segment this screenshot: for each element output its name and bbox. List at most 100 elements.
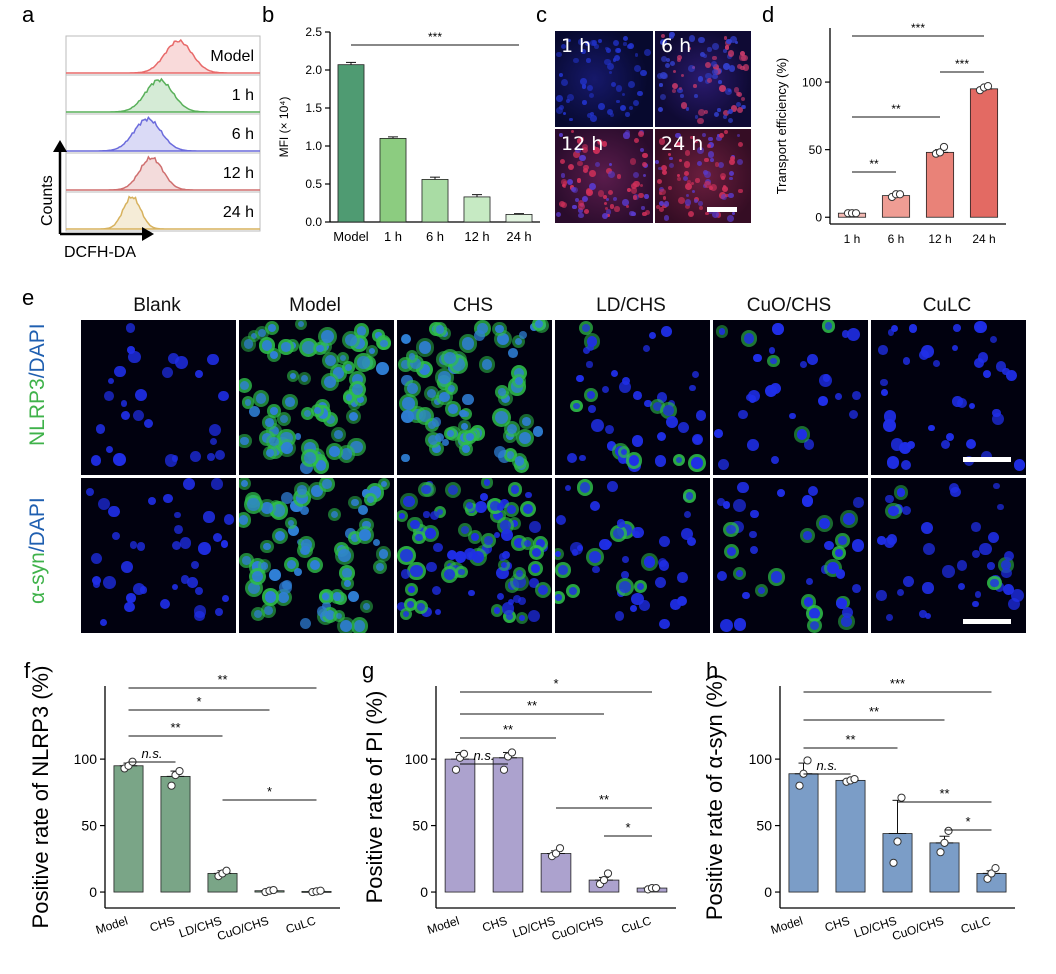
cell-nucleus [660,55,667,62]
dapi-nucleus [965,438,976,449]
dapi-nucleus [350,400,358,408]
dapi-nucleus [878,345,888,355]
dapi-nucleus [443,351,457,365]
dapi-nucleus [190,560,200,570]
dapi-nucleus [421,484,431,495]
dapi-nucleus [903,576,915,588]
cell-nucleus [561,79,569,87]
dapi-nucleus [429,510,440,521]
dapi-nucleus [897,588,904,596]
cell-nucleus [566,179,574,186]
cell-nucleus [684,199,692,206]
group-label-cuo-chs: CuO/CHS [746,295,832,316]
dapi-nucleus [286,559,296,569]
histogram-axes-arrows: Counts DCFH-DA [39,140,154,261]
dapi-nucleus [468,589,475,597]
cell-nucleus [678,158,683,163]
data-point [803,756,812,765]
histogram-sample-label: 12 h [223,165,254,182]
y-axis-label: Positive rate of NLRP3 (%) [28,666,53,929]
dapi-nucleus [248,405,261,418]
dapi-nucleus [656,392,668,403]
dapi-nucleus [408,353,416,361]
dapi-nucleus [1001,560,1012,570]
cell-nucleus [655,205,660,210]
dapi-nucleus [198,542,211,555]
y-tick-label: 2.5 [305,25,322,39]
dapi-nucleus [95,423,106,434]
significance-label: * [267,784,272,799]
confocal-image-nlrp3-blank [81,320,236,475]
dapi-nucleus [333,367,345,379]
cell-nucleus [705,62,712,68]
y-tick-label: 0.5 [305,177,322,191]
dapi-nucleus [348,411,359,422]
dapi-nucleus [770,455,780,465]
cell-nucleus [685,183,693,191]
cell-nucleus [729,177,733,181]
dapi-nucleus [974,320,987,334]
dapi-nucleus [322,601,331,611]
cell-nucleus [634,53,639,57]
dapi-nucleus [351,373,364,386]
dapi-nucleus [919,610,927,618]
dapi-nucleus [685,492,694,500]
cell-nucleus [588,92,594,99]
cell-texture [555,31,653,127]
dapi-nucleus [1001,567,1012,579]
cell-nucleus [632,100,639,107]
y-tick-label: 1.5 [305,101,322,115]
confocal-image-nlrp3-cuo-chs [713,320,868,475]
dapi-nucleus [500,528,513,541]
histogram-sample-label: 6 h [232,126,254,143]
dapi-nucleus [301,546,310,555]
dapi-nucleus [565,485,572,492]
dapi-nucleus [823,540,834,551]
y-axis-label: Positive rate of α-syn (%) [702,674,727,920]
cell-nucleus [581,147,588,154]
dapi-nucleus [528,520,541,533]
dapi-nucleus [803,439,815,450]
cell-nucleus [712,43,719,50]
dapi-nucleus [434,608,442,616]
y-tick-label: 0 [815,210,822,224]
dapi-nucleus [187,577,198,588]
dapi-nucleus [581,324,590,332]
dapi-nucleus [530,564,540,573]
cell-nucleus [610,112,615,117]
cell-nucleus [606,109,613,116]
dapi-nucleus [474,500,488,514]
cell-nucleus [641,206,645,210]
dapi-nucleus [470,532,480,542]
cell-nucleus [731,212,736,216]
cell-nucleus [726,39,732,45]
cell-nucleus [572,204,577,210]
cell-nucleus [558,200,565,207]
dapi-nucleus [555,594,562,601]
dapi-nucleus [951,345,958,352]
cell-nucleus [689,135,694,140]
cell-nucleus [727,110,731,114]
dapi-nucleus [884,537,896,549]
dapi-nucleus [633,391,643,401]
dapi-nucleus [494,445,507,458]
cell-nucleus [601,212,608,219]
group-label-ld-chs: LD/CHS [596,295,666,316]
cell-nucleus [589,170,596,177]
cell-nucleus [578,200,585,207]
cell-nucleus [658,207,664,213]
dapi-nucleus [617,453,628,464]
dapi-nucleus [852,390,862,400]
timepoint-label: 24 h [661,133,704,155]
dapi-nucleus [125,323,135,333]
bar [492,757,524,893]
cell-nucleus [718,80,722,84]
significance-label: ** [503,722,513,737]
y-tick-label: 0.0 [305,215,322,229]
dapi-nucleus [114,365,127,378]
dapi-nucleus [922,582,934,594]
dapi-nucleus [435,325,445,334]
